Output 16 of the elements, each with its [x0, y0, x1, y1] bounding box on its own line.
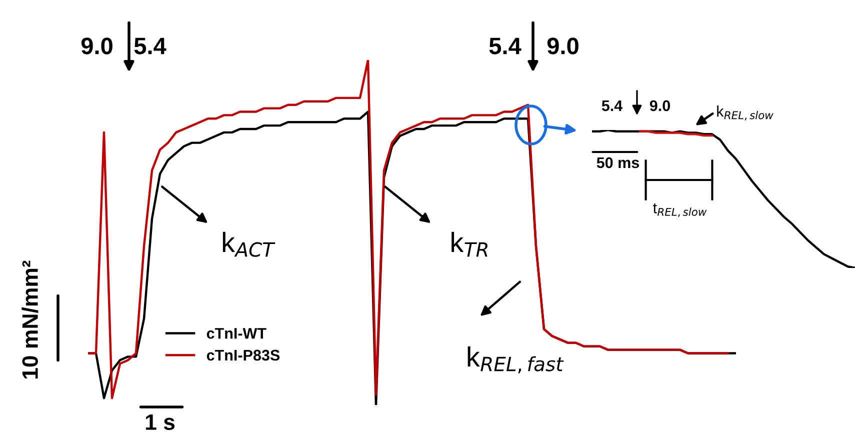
annotation: 50 ms [596, 157, 640, 168]
text: 9.0 [81, 38, 112, 54]
annotation: k$_{REL,slow}$ [717, 106, 774, 120]
legend-label: cTnI-P83S [206, 350, 280, 361]
text: 5.4 [489, 38, 522, 54]
text: 9.0 [547, 38, 578, 54]
text: 10 mN/mm² [22, 260, 38, 378]
annotation: k$_{ACT}$ [222, 232, 276, 257]
text: 1 s [146, 414, 175, 430]
annotation: k$_{TR}$ [452, 232, 488, 257]
annotation: 5.4 [602, 100, 623, 112]
annotation: k$_{REL,fast}$ [468, 346, 564, 374]
text: 5.4 [134, 38, 166, 54]
legend-label: cTnI-WT [206, 328, 266, 339]
annotation: 9.0 [650, 100, 670, 112]
annotation: t$_{REL,slow}$ [653, 203, 707, 217]
